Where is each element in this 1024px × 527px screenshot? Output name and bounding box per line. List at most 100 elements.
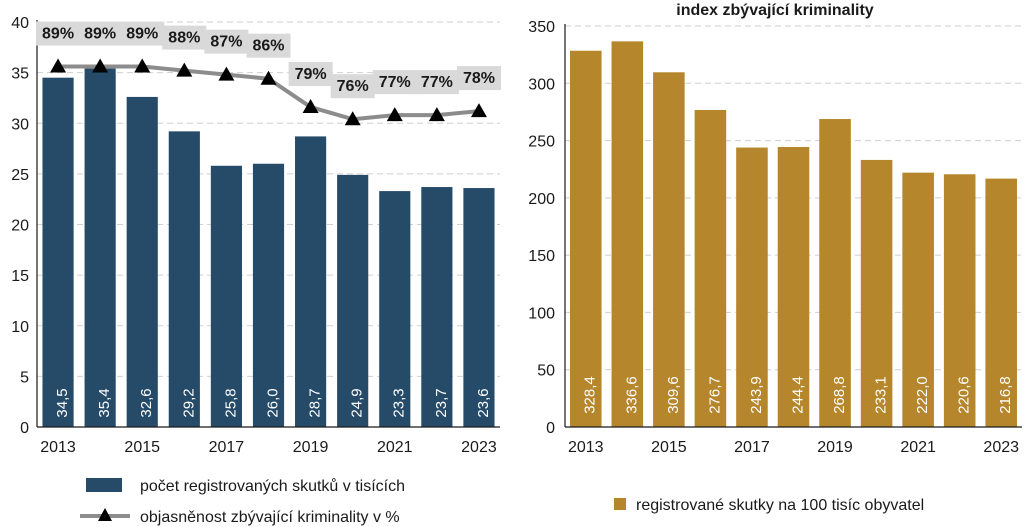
y-tick-label: 100 <box>528 305 555 322</box>
bar <box>777 146 810 427</box>
x-tick-label: 2019 <box>293 439 329 456</box>
y-tick-label: 10 <box>11 319 29 336</box>
bar-value-label: 276,7 <box>706 376 723 414</box>
legend-marker-sample <box>98 508 112 521</box>
bar-value-label: 216,8 <box>997 376 1014 414</box>
x-tick-label: 2013 <box>40 439 76 456</box>
bar <box>252 163 285 427</box>
y-tick-label: 20 <box>11 218 29 235</box>
line-marker <box>218 66 235 81</box>
y-tick-label: 150 <box>528 248 555 265</box>
y-tick-label: 25 <box>11 167 29 184</box>
percent-label-box <box>120 21 165 46</box>
percent-label: 89% <box>42 26 74 43</box>
percent-label: 76% <box>337 78 369 95</box>
bar-value-label: 25,8 <box>222 388 239 417</box>
percent-label: 89% <box>84 26 116 43</box>
bar-value-label: 243,9 <box>748 376 765 414</box>
bar-value-label: 28,7 <box>307 388 324 417</box>
bar <box>295 136 327 427</box>
bar <box>653 72 685 427</box>
legend-swatch-bars <box>86 478 122 492</box>
percent-label-box <box>372 70 417 95</box>
bar <box>84 68 116 427</box>
percent-label: 78% <box>463 70 495 87</box>
x-tick-label: 2019 <box>817 439 853 456</box>
y-tick-label: 50 <box>537 363 555 380</box>
bar <box>463 188 495 427</box>
bar-value-label: 328,4 <box>582 376 599 414</box>
bar-value-label: 29,2 <box>180 388 197 417</box>
bar <box>337 174 369 427</box>
bar <box>126 96 158 428</box>
bar <box>421 187 453 427</box>
percent-label: 86% <box>252 38 284 55</box>
y-tick-label: 300 <box>528 76 555 93</box>
percent-label-box <box>36 21 81 46</box>
y-tick-label: 30 <box>11 116 29 133</box>
x-tick-label: 2021 <box>900 439 936 456</box>
bar <box>819 119 851 428</box>
percent-label-box <box>288 62 333 87</box>
bar <box>168 131 200 427</box>
x-tick-label: 2023 <box>983 439 1019 456</box>
percent-label-box <box>246 33 291 58</box>
line-marker <box>50 58 67 73</box>
bar <box>943 174 976 427</box>
line-marker <box>176 62 193 77</box>
chart-title: index zbývající kriminality <box>676 2 874 19</box>
y-tick-label: 250 <box>528 134 555 151</box>
percent-label: 87% <box>210 34 242 51</box>
x-tick-label: 2015 <box>124 439 160 456</box>
bar-value-label: 35,4 <box>96 388 113 417</box>
bar <box>860 159 893 427</box>
bar-value-label: 233,1 <box>873 376 890 414</box>
y-tick-label: 350 <box>528 19 555 36</box>
bar <box>902 172 934 427</box>
bar-value-label: 222,0 <box>914 376 931 414</box>
bar-value-label: 23,3 <box>391 388 408 417</box>
y-tick-label: 0 <box>20 420 29 437</box>
percent-label-box <box>330 74 375 99</box>
y-tick-label: 35 <box>11 66 29 83</box>
x-tick-label: 2021 <box>377 439 413 456</box>
line-marker <box>470 103 487 118</box>
bar <box>569 50 602 427</box>
line-marker <box>260 70 277 85</box>
bar-value-label: 32,6 <box>138 388 155 417</box>
bar-value-label: 244,4 <box>789 376 806 414</box>
bar <box>611 41 644 427</box>
bar <box>42 77 74 427</box>
line-marker <box>386 107 403 122</box>
x-tick-label: 2017 <box>209 439 245 456</box>
line-marker <box>302 99 319 114</box>
percent-label-box <box>162 25 207 50</box>
percent-label-box <box>204 29 249 54</box>
percent-label: 88% <box>168 30 200 47</box>
y-tick-label: 5 <box>20 369 29 386</box>
y-tick-label: 15 <box>11 268 29 285</box>
percent-label: 89% <box>126 26 158 43</box>
y-tick-label: 0 <box>546 420 555 437</box>
bar <box>210 165 242 427</box>
bar-value-label: 26,0 <box>264 388 281 417</box>
chart-left: 0 5 10 15 20 25 30 35 40 34,5 35,4 32,6 29,2 25,8 26,0… <box>11 15 501 526</box>
bar <box>694 109 727 427</box>
y-tick-label: 200 <box>528 191 555 208</box>
bar-value-label: 24,9 <box>349 388 366 417</box>
bar-value-label: 309,6 <box>665 376 682 414</box>
bar-value-label: 23,6 <box>475 388 492 417</box>
percent-label-box <box>78 21 123 46</box>
line-marker <box>428 107 445 122</box>
bar-value-label: 34,5 <box>54 388 71 417</box>
x-tick-label: 2017 <box>734 439 770 456</box>
percent-label: 77% <box>421 74 453 91</box>
chart-right: index zbývající kriminality 0 50 100 150 200 2… <box>528 2 1022 514</box>
percent-label: 79% <box>295 66 327 83</box>
bar <box>985 178 1018 427</box>
x-tick-label: 2015 <box>651 439 687 456</box>
bar <box>736 147 768 427</box>
legend-label-line: objasněnost zbývající kriminality v % <box>140 509 400 526</box>
percent-label: 77% <box>379 74 411 91</box>
